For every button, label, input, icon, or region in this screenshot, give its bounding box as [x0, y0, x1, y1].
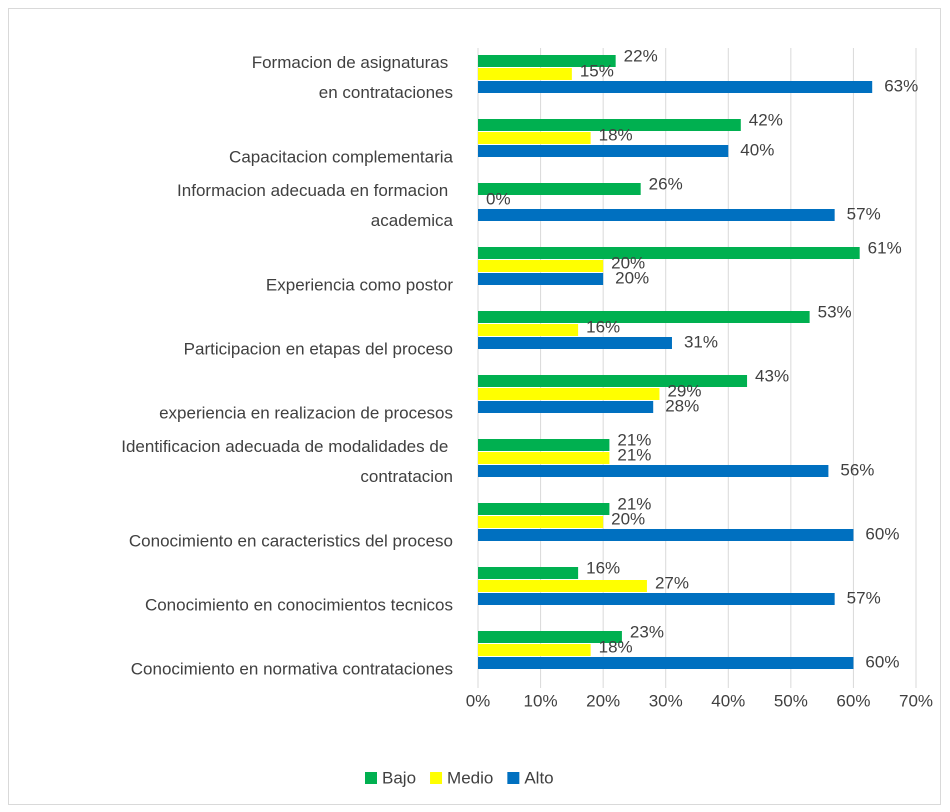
data-label: 43% [755, 366, 789, 385]
bar [478, 324, 579, 336]
data-label: 21% [617, 494, 651, 513]
label-line: Formacion de asignaturas [252, 53, 453, 72]
x-tick-label: 70% [899, 691, 933, 710]
legend-swatch [507, 772, 520, 784]
data-label: 21% [617, 430, 651, 449]
bar [478, 593, 835, 605]
bar [478, 260, 604, 272]
label-line: Identificacion adecuada de modalidades d… [121, 437, 453, 456]
bar [478, 375, 748, 387]
bar [478, 247, 860, 259]
y-tick-label: Informacion adecuada en formacion academ… [177, 181, 453, 230]
legend-label: Bajo [382, 768, 416, 787]
data-label: 31% [684, 332, 718, 351]
data-label: 16% [586, 317, 620, 336]
data-label: 26% [649, 174, 683, 193]
data-label: 63% [884, 76, 918, 95]
x-tick-label: 60% [836, 691, 870, 710]
x-tick-label: 10% [524, 691, 558, 710]
bar [478, 657, 854, 669]
bar [478, 145, 729, 157]
x-tick-label: 40% [711, 691, 745, 710]
y-tick-label: Formacion de asignaturas en contratacion… [252, 53, 453, 102]
bar [478, 529, 854, 541]
y-tick-label: Participacion en etapas del proceso [184, 339, 453, 358]
data-label: 21% [617, 445, 651, 464]
bar [478, 132, 591, 144]
bar [478, 465, 829, 477]
data-label: 53% [818, 302, 852, 321]
bar [478, 439, 610, 451]
x-tick-label: 0% [466, 691, 491, 710]
data-label: 57% [847, 588, 881, 607]
data-label: 60% [865, 652, 899, 671]
bar [478, 388, 660, 400]
data-label: 18% [599, 637, 633, 656]
data-label: 22% [624, 46, 658, 65]
bar [478, 503, 610, 515]
bar [478, 311, 810, 323]
y-tick-label: Identificacion adecuada de modalidades d… [121, 437, 453, 486]
data-label: 20% [615, 268, 649, 287]
data-label: 61% [868, 238, 902, 257]
data-label: 16% [586, 558, 620, 577]
chart-frame [8, 8, 941, 805]
legend-swatch [365, 772, 377, 784]
bar [478, 119, 741, 131]
y-tick-label: Capacitacion complementaria [229, 147, 453, 166]
bar [478, 644, 591, 656]
y-tick-label: Conocimiento en conocimientos tecnicos [145, 595, 453, 614]
x-tick-label: 30% [649, 691, 683, 710]
bar [478, 81, 873, 93]
bar [478, 452, 610, 464]
bar [478, 401, 654, 413]
data-label: 56% [840, 460, 874, 479]
y-tick-label: Conocimiento en caracteristics del proce… [129, 531, 453, 550]
data-label: 20% [611, 509, 645, 528]
data-label: 57% [847, 204, 881, 223]
data-label: 40% [740, 140, 774, 159]
label-line: en contrataciones [319, 83, 453, 102]
legend-swatch [430, 772, 443, 784]
y-tick-label: Experiencia como postor [266, 275, 453, 294]
bar [478, 337, 672, 349]
data-label: 23% [630, 622, 664, 641]
bar [478, 209, 835, 221]
data-label: 28% [665, 396, 699, 415]
y-tick-label: Conocimiento en normativa contrataciones [131, 659, 453, 678]
legend-label: Medio [447, 768, 493, 787]
data-label: 18% [599, 125, 633, 144]
data-label: 15% [580, 61, 614, 80]
data-label: 0% [486, 189, 511, 208]
bar [478, 273, 604, 285]
label-line: academica [371, 211, 454, 230]
bar [478, 183, 641, 195]
bar [478, 516, 604, 528]
bar [478, 68, 572, 80]
data-label: 42% [749, 110, 783, 129]
data-label: 20% [611, 253, 645, 272]
label-line: contratacion [360, 467, 453, 486]
bar [478, 631, 622, 643]
y-tick-label: experiencia en realizacion de procesos [159, 403, 453, 422]
data-label: 60% [865, 524, 899, 543]
x-tick-label: 20% [586, 691, 620, 710]
bar [478, 55, 616, 67]
label-line: Informacion adecuada en formacion [177, 181, 453, 200]
x-tick-label: 50% [774, 691, 808, 710]
data-label: 27% [655, 573, 689, 592]
legend-label: Alto [524, 768, 553, 787]
data-label: 29% [667, 381, 701, 400]
bar [478, 567, 579, 579]
bar [478, 580, 647, 592]
